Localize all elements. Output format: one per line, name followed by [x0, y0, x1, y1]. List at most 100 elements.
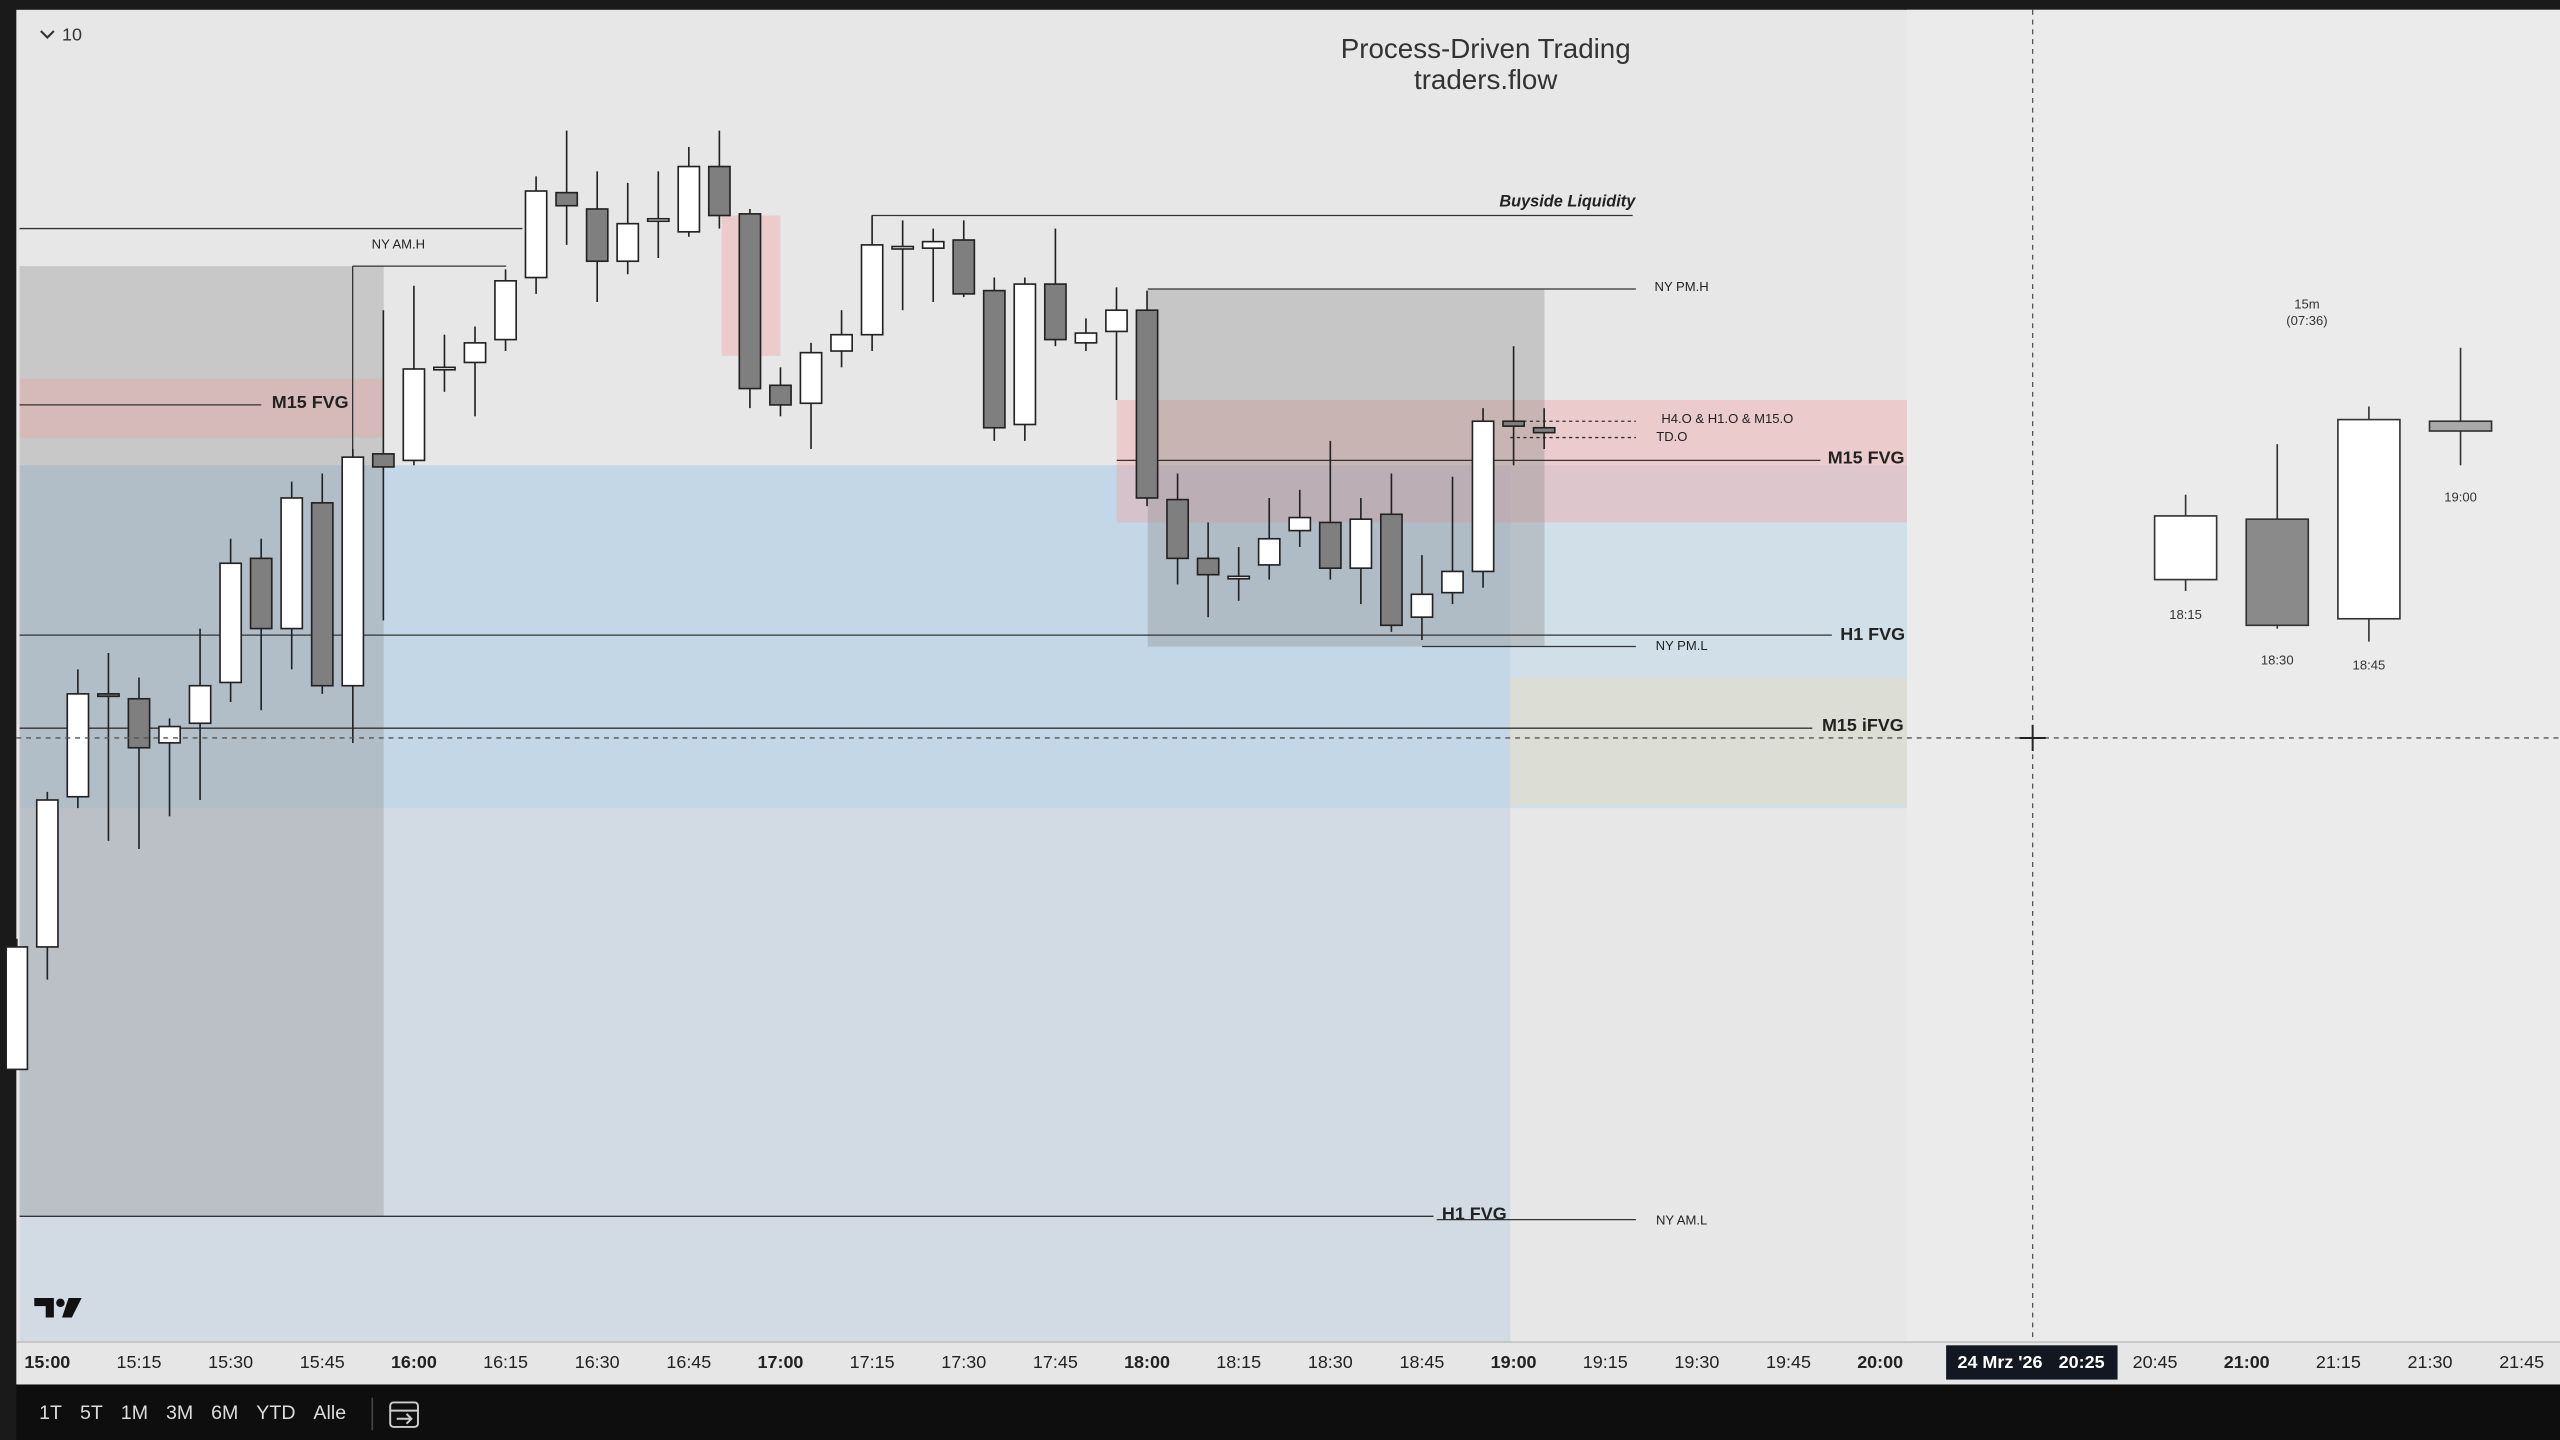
candle-body: [1349, 518, 1373, 569]
candle-body: [1074, 332, 1098, 344]
candle-body: [921, 240, 945, 249]
htf-time: 18:30: [2261, 653, 2294, 668]
time-axis: [16, 1342, 2560, 1385]
candle-body: [1135, 309, 1159, 499]
x-tick-label: 19:15: [1583, 1352, 1628, 1372]
candle-body: [707, 165, 731, 217]
x-tick-label: 20:00: [1857, 1352, 1903, 1372]
candle-body: [494, 280, 517, 341]
candle-body: [799, 351, 823, 405]
candle-body: [1441, 570, 1464, 594]
x-tick-label: 18:30: [1308, 1352, 1353, 1372]
candle-body: [1013, 283, 1037, 426]
htf-body: [2245, 518, 2310, 627]
timeframe-button[interactable]: 3M: [166, 1402, 193, 1424]
x-tick-label: 17:15: [850, 1352, 895, 1372]
htf-time: 18:45: [2353, 658, 2386, 673]
x-tick-label: 18:15: [1216, 1352, 1261, 1372]
goto-date-button[interactable]: [389, 1401, 419, 1428]
timeframe-button[interactable]: 6M: [211, 1402, 238, 1424]
x-tick-label: 21:30: [2408, 1352, 2453, 1372]
x-tick-label: 19:30: [1674, 1352, 1719, 1372]
candle-body: [860, 244, 884, 336]
candle-body: [677, 165, 701, 233]
candle-body: [280, 497, 304, 630]
candle-body: [555, 191, 579, 207]
x-tick-label: 15:00: [24, 1352, 70, 1372]
timeframe-button[interactable]: 1T: [39, 1402, 62, 1424]
red-zone: [19, 378, 384, 438]
x-tick-label: 18:45: [1400, 1352, 1445, 1372]
ifvg-zone: [1510, 677, 1907, 805]
x-tick-label: 21:00: [2224, 1352, 2270, 1372]
x-tick-label: 16:00: [391, 1352, 437, 1372]
candle-body: [616, 222, 640, 263]
x-tick-label: 17:30: [941, 1352, 986, 1372]
level-label: H4.O & H1.O & M15.O: [1661, 411, 1793, 426]
candle-body: [1257, 537, 1281, 566]
x-tick-label: 17:00: [758, 1352, 804, 1372]
x-tick-label: 21:15: [2316, 1352, 2361, 1372]
candle-body: [341, 456, 365, 687]
x-tick-label: 15:30: [208, 1352, 253, 1372]
level-label: H1 FVG: [1840, 624, 1905, 644]
tradingview-logo[interactable]: [34, 1297, 82, 1318]
candle-body: [1166, 498, 1190, 560]
candle-body: [35, 799, 59, 948]
x-tick-label: 21:45: [2499, 1352, 2544, 1372]
x-tick-label: 19:45: [1766, 1352, 1811, 1372]
candle-body: [402, 368, 426, 462]
x-tick-label: 16:45: [666, 1352, 711, 1372]
bottom-toolbar: [16, 1384, 2560, 1440]
level-label: NY AM.H: [372, 236, 425, 251]
candles: 15m(07:36) 18:15 18:30 18:45 19:00: [5, 130, 2493, 1071]
candle-body: [1105, 309, 1128, 333]
htf-countdown: (07:36): [2286, 313, 2327, 328]
candle-body: [1471, 420, 1495, 573]
level-label: NY AM.L: [1656, 1213, 1707, 1228]
time-axis-labels: 15:00 15:15 15:30 15:45 16:00 16:15 16:30 16:45…: [24, 1352, 2544, 1372]
candle-body: [769, 384, 792, 406]
candle-body: [830, 333, 853, 352]
scale-label[interactable]: 10: [62, 25, 82, 45]
candle-body: [433, 366, 456, 371]
timeframe-button[interactable]: Alle: [313, 1402, 346, 1424]
x-tick-label: 15:45: [300, 1352, 345, 1372]
level-label: TD.O: [1656, 429, 1687, 444]
candle-body: [219, 562, 243, 684]
candle-body: [1379, 513, 1403, 627]
candle-body: [310, 502, 334, 687]
candle-body: [1532, 426, 1556, 434]
x-tick-label: 19:00: [1491, 1352, 1537, 1372]
htf-body: [2428, 420, 2493, 432]
timeframe-button[interactable]: 1M: [121, 1402, 148, 1424]
x-tick-label: 17:45: [1033, 1352, 1078, 1372]
timeframe-button[interactable]: 5T: [80, 1402, 103, 1424]
candle-body: [1196, 557, 1220, 576]
annotations: NY AM.H M15 FVG Buyside Liquidity NY PM.H H4…: [272, 193, 1905, 1228]
level-label: M15 FVG: [1828, 448, 1905, 468]
x-tick-label: 20:45: [2133, 1352, 2178, 1372]
future-area: [1906, 9, 2560, 1343]
level-label: H1 FVG: [1442, 1203, 1507, 1223]
candle-body: [66, 693, 90, 798]
candle-body: [1288, 516, 1312, 532]
timeframe-buttons: 1T 5T 1M 3M 6M YTD Alle: [39, 1402, 346, 1424]
candle-body: [1318, 521, 1342, 569]
htf-time: 18:15: [2169, 607, 2202, 622]
x-tick-label: 15:15: [117, 1352, 162, 1372]
level-label: M15 iFVG: [1822, 715, 1904, 735]
candle-body: [982, 289, 1006, 429]
x-tick-label: 16:30: [575, 1352, 620, 1372]
timeframe-button[interactable]: YTD: [256, 1402, 295, 1424]
crosshair-tag: [1946, 1345, 2118, 1380]
level-label: NY PM.L: [1656, 638, 1708, 653]
candle-body: [1043, 283, 1067, 341]
candle-body: [1227, 575, 1251, 580]
scale-chevron[interactable]: [40, 30, 55, 40]
candle-body: [371, 453, 395, 468]
chart-subtitle: traders.flow: [1414, 64, 1558, 95]
level-label: M15 FVG: [272, 392, 349, 412]
